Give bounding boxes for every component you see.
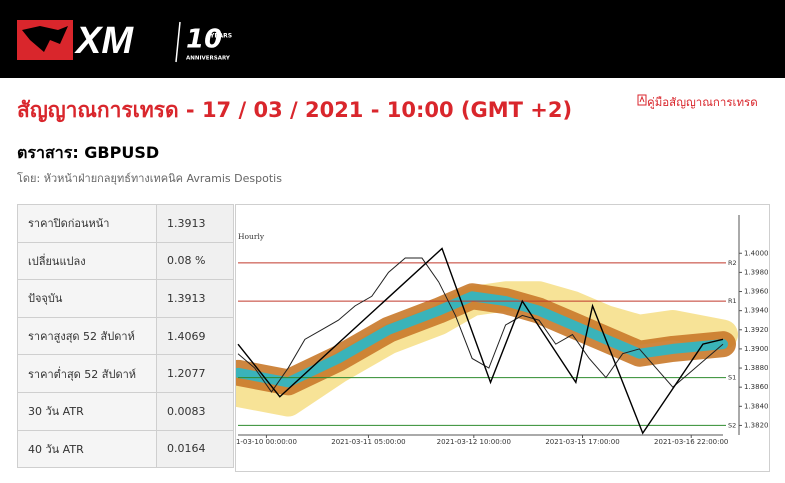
x-tick-label: 1-03-10 00:00:00: [236, 438, 297, 446]
guide-link[interactable]: คู่มือสัญญาณการเทรด: [637, 94, 758, 112]
y-tick-label: 1.3840: [744, 402, 769, 410]
level-label: S1: [728, 374, 736, 382]
table-row: ราคาปิดก่อนหน้า 1.3913: [17, 204, 234, 243]
cell-value: 1.3913: [156, 204, 234, 243]
table-row: เปลี่ยนแปลง 0.08 %: [17, 241, 234, 281]
logo[interactable]: XM 10 YEARS ANNIVERSARY: [0, 0, 260, 78]
x-tick-label: 2021-03-15 17:00:00: [545, 438, 619, 446]
chart-title: Hourly: [238, 232, 265, 241]
y-tick-label: 1.3920: [744, 326, 769, 334]
cell-value: 0.0164: [156, 429, 234, 469]
cell-value: 0.0083: [156, 391, 234, 431]
level-label: S2: [728, 421, 736, 429]
price-line: [237, 257, 724, 393]
table-row: ราคาสูงสุด 52 สัปดาห์ 1.4069: [17, 316, 234, 356]
page-title: สัญญาณการเทรด - 17 / 03 / 2021 - 10:00 (…: [17, 98, 573, 122]
cell-value: 1.4069: [156, 316, 234, 356]
cell-label: ราคาต่ำสุด 52 สัปดาห์: [17, 354, 157, 393]
x-tick-label: 2021-03-16 22:00:00: [654, 438, 728, 446]
level-label: R2: [728, 259, 737, 267]
x-tick-label: 2021-03-12 10:00:00: [437, 438, 511, 446]
chart-box: Hourly R2 R1 S1 S2 1.3820 1.3840 1.3860 1.3880 1…: [223, 204, 770, 472]
chart: Hourly R2 R1 S1 S2 1.3820 1.3840 1.3860 1.3880 1…: [223, 215, 769, 446]
level-label: R1: [728, 297, 737, 305]
cell-label: 30 วัน ATR: [17, 391, 157, 431]
pdf-icon: [637, 94, 647, 106]
y-tick-label: 1.3820: [744, 421, 769, 429]
y-tick-label: 1.4000: [744, 249, 769, 257]
cell-value: 1.3913: [156, 279, 234, 318]
logo-anniversary: ANNIVERSARY: [186, 56, 231, 62]
y-tick-label: 1.3880: [744, 364, 769, 372]
guide-link-text[interactable]: คู่มือสัญญาณการเทรด: [647, 95, 758, 109]
y-tick-label: 1.3940: [744, 307, 769, 315]
cell-label: ราคาปิดก่อนหน้า: [17, 204, 157, 243]
table-row: ราคาต่ำสุด 52 สัปดาห์ 1.2077: [17, 354, 234, 393]
cell-label: ราคาสูงสุด 52 สัปดาห์: [17, 316, 157, 356]
cell-label: เปลี่ยนแปลง: [17, 241, 157, 281]
author: โดย: หัวหน้าฝ่ายกลยุทธ์ทางเทคนิค Avramis…: [17, 172, 282, 185]
table-row: ปัจจุบัน 1.3913: [17, 279, 234, 318]
table-row: 30 วัน ATR 0.0083: [17, 391, 234, 431]
y-tick-label: 1.3860: [744, 383, 769, 391]
x-tick-label: 2021-03-11 05:00:00: [331, 438, 405, 446]
cell-label: 40 วัน ATR: [17, 429, 157, 469]
y-tick-label: 1.3960: [744, 288, 769, 296]
logo-brand: XM: [74, 20, 134, 62]
cell-value: 1.2077: [156, 354, 234, 393]
logo-divider: [175, 21, 181, 63]
table-row: 40 วัน ATR 0.0164: [17, 429, 234, 469]
stats-table: ราคาปิดก่อนหน้า 1.3913 เปลี่ยนแปลง 0.08 % ปั…: [17, 204, 234, 469]
logo-years-word: YEARS: [209, 33, 232, 40]
logo-years: 10: [186, 25, 222, 55]
cell-label: ปัจจุบัน: [17, 279, 157, 318]
header-bar: XM 10 YEARS ANNIVERSARY: [0, 0, 785, 78]
instrument: ตราสาร: GBPUSD: [17, 143, 160, 162]
price-line: [237, 247, 724, 435]
y-tick-label: 1.3980: [744, 268, 769, 276]
cell-value: 0.08 %: [156, 241, 234, 281]
y-tick-label: 1.3900: [744, 345, 769, 353]
logo-bull: [22, 26, 68, 52]
